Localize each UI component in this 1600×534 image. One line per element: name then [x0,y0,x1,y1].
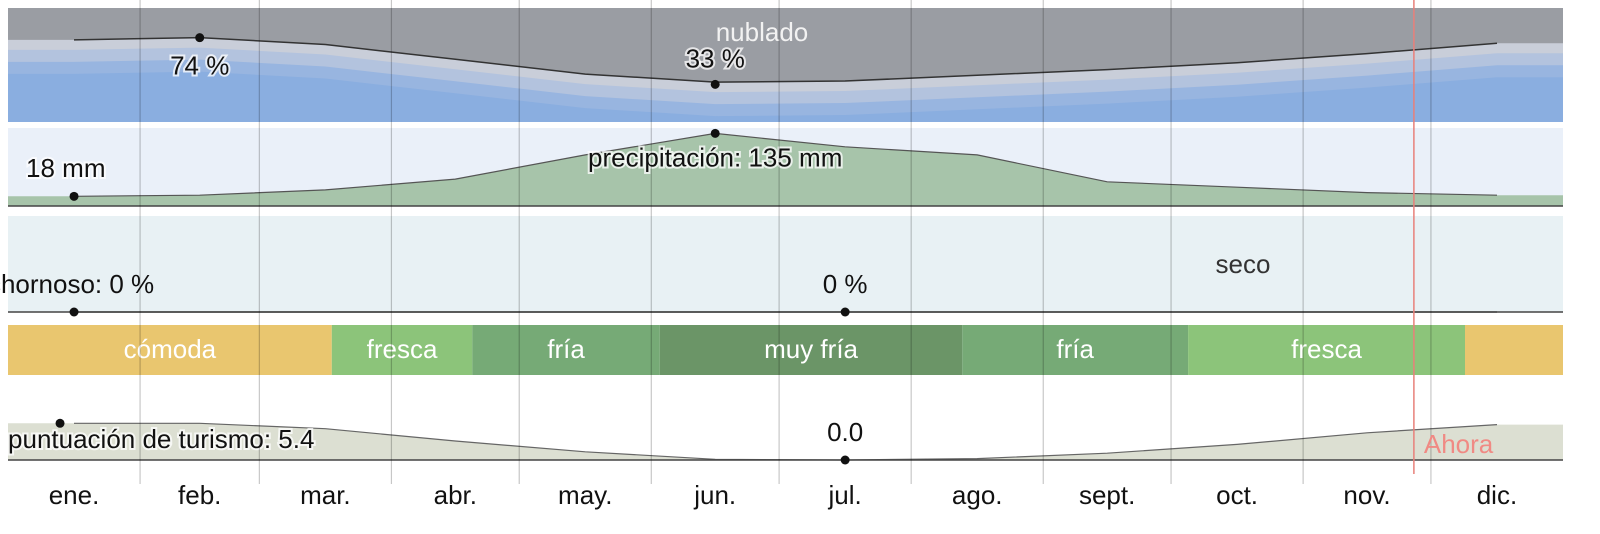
month-label: jul. [828,480,862,510]
data-point [69,307,79,317]
month-label: mar. [300,480,351,510]
data-point [710,128,720,138]
annotation: puntuación de turismo: 5.4 [8,424,314,454]
month-label: dic. [1477,480,1517,510]
comfort-segment [659,325,963,375]
month-label: nov. [1343,480,1390,510]
month-label: ene. [49,480,100,510]
tourism-area [8,423,1563,460]
annotation: 18 mm [26,153,105,183]
month-label: abr. [434,480,477,510]
precip-line [73,132,1498,197]
now-label: Ahora [1424,429,1494,459]
month-label: jun. [693,480,736,510]
comfort-segment [1465,325,1563,375]
annotation: bochornoso: 0 % [0,269,154,299]
comfort-segment [472,325,660,375]
comfort-label: muy fría [764,334,858,364]
annotation: 33 % [686,43,745,73]
month-label: feb. [178,480,221,510]
annotation: 74 % [170,51,229,81]
annotation: precipitación: 135 mm [588,142,842,172]
comfort-label: fría [547,334,585,364]
comfort-label: fría [1056,334,1094,364]
data-point [195,33,205,43]
comfort-label: fresca [1291,334,1362,364]
precip-area [8,133,1563,206]
comfort-label: cómoda [124,334,217,364]
comfort-label: fresca [367,334,438,364]
data-point [840,307,850,317]
comfort-segment [331,325,473,375]
annotation: 0.0 [827,417,863,447]
cloud-label: nublado [716,17,809,47]
clear-line [73,36,1498,83]
cloud-layer [8,71,1563,122]
month-label: sept. [1079,480,1135,510]
data-point [69,191,79,201]
month-label: ago. [952,480,1003,510]
data-point [840,455,850,465]
data-point [710,79,720,89]
comfort-segment [8,325,332,375]
humidity-bg [8,216,1563,312]
data-point [55,418,65,428]
comfort-segment [1188,325,1466,375]
humidity-label: seco [1216,249,1271,279]
annotation: 0 % [823,269,868,299]
month-label: oct. [1216,480,1258,510]
comfort-segment [962,325,1189,375]
month-label: may. [558,480,612,510]
